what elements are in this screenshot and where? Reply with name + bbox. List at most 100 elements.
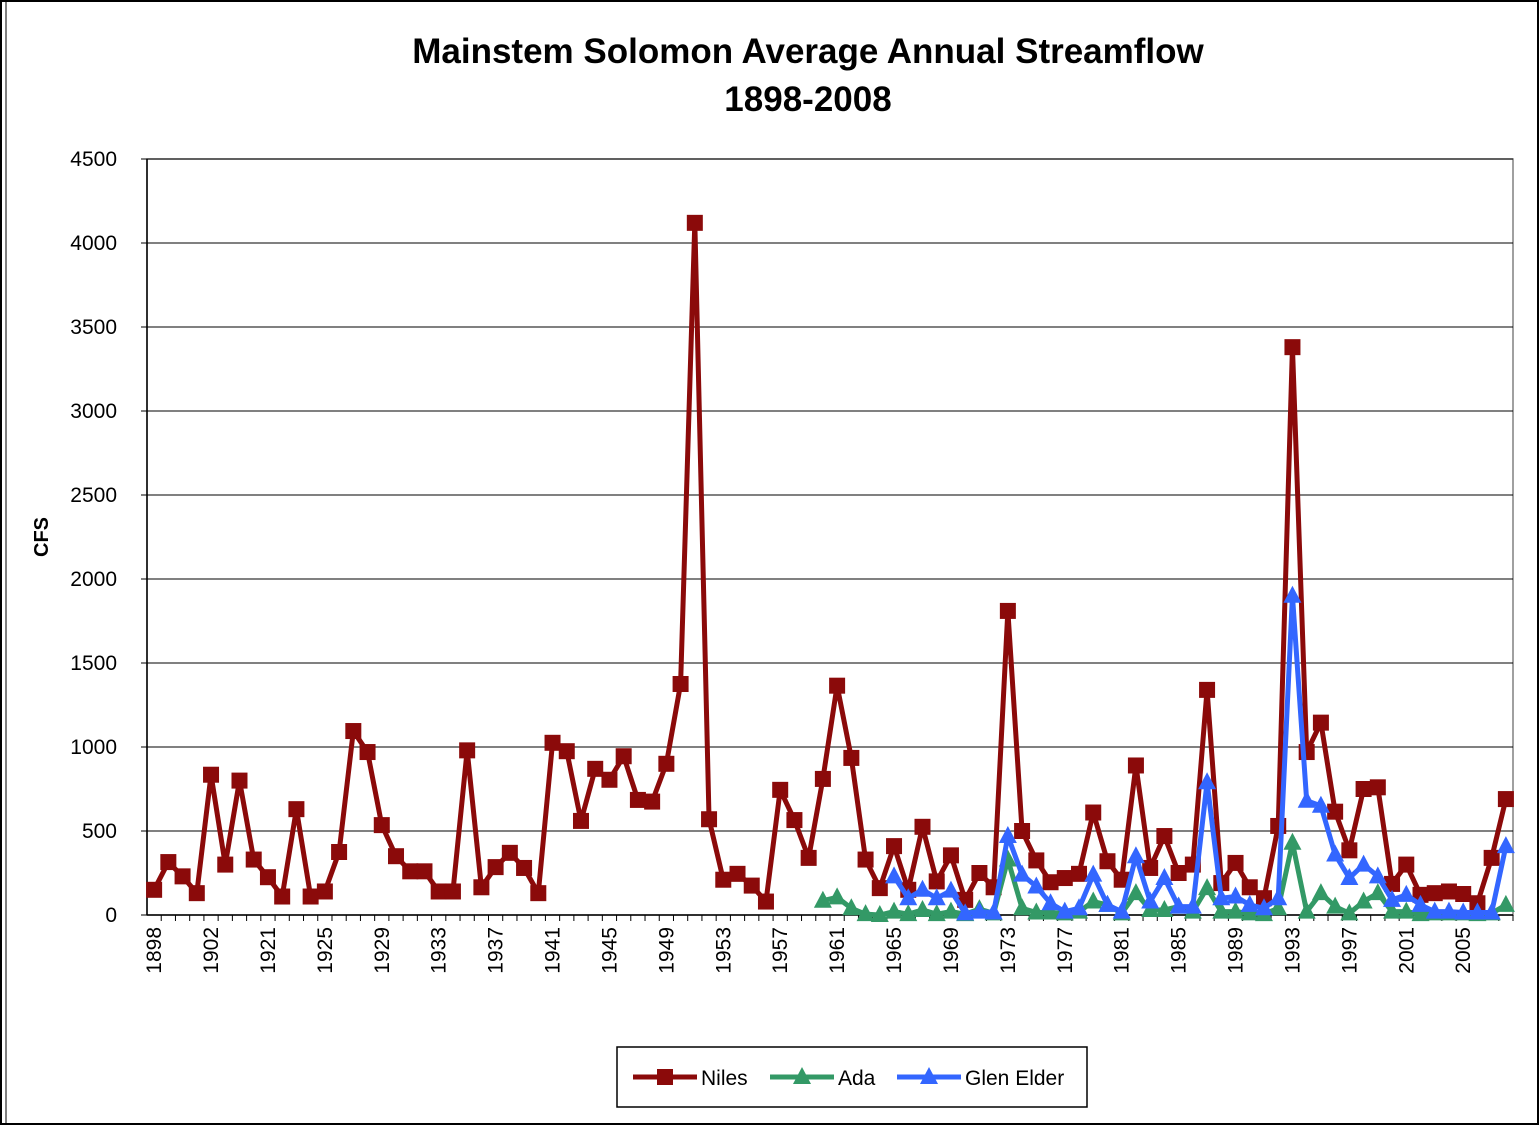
x-tick-label: 1933 (428, 927, 451, 974)
legend-label: Ada (838, 1067, 876, 1090)
data-point (1027, 902, 1046, 920)
data-point (970, 901, 989, 919)
data-point (1397, 884, 1416, 902)
data-point (1226, 886, 1245, 904)
legend-label: Niles (701, 1067, 748, 1090)
data-point (1226, 901, 1245, 919)
data-point (899, 904, 918, 922)
data-point (772, 781, 789, 798)
data-point (259, 869, 276, 886)
series-line (151, 220, 1509, 906)
data-point (1397, 901, 1416, 919)
x-tick-label: 1997 (1338, 927, 1361, 974)
data-point (1099, 853, 1116, 870)
data-point (1455, 886, 1472, 902)
data-point (1098, 894, 1117, 912)
data-point (743, 877, 760, 894)
data-point (1326, 844, 1345, 862)
data-point (701, 811, 718, 828)
data-point (1483, 849, 1500, 866)
data-point (359, 744, 376, 761)
data-point (1327, 803, 1344, 820)
data-point (174, 868, 191, 885)
x-tick-label: 1929 (371, 927, 394, 974)
data-point (942, 847, 959, 864)
x-tick-label: 1953 (712, 927, 735, 974)
data-point (629, 791, 646, 808)
data-point (1013, 864, 1032, 882)
data-point (1426, 885, 1443, 902)
data-point (416, 863, 433, 880)
x-tick-label: 1989 (1225, 927, 1248, 974)
data-point (245, 851, 262, 868)
data-point (928, 873, 945, 890)
data-point (829, 677, 846, 694)
data-point (1042, 874, 1059, 891)
data-point (715, 871, 732, 888)
y-tick-label: 1500 (70, 652, 117, 675)
data-point (814, 770, 831, 787)
data-point (444, 883, 461, 900)
data-point (316, 883, 333, 900)
data-point (1199, 681, 1216, 698)
data-point (1227, 854, 1244, 871)
x-tick-label: 1898 (143, 927, 166, 974)
data-point (302, 888, 319, 905)
data-point (1496, 894, 1515, 912)
data-point (686, 214, 703, 231)
data-point (1425, 901, 1444, 919)
data-point (886, 838, 903, 855)
data-point (558, 743, 575, 760)
data-point (1041, 902, 1060, 920)
data-point (1155, 868, 1174, 886)
data-point (473, 879, 490, 896)
data-point (1269, 888, 1288, 906)
data-point (1240, 894, 1259, 912)
data-point (1341, 842, 1358, 859)
data-point (1126, 883, 1145, 901)
data-point (1241, 879, 1258, 896)
data-point (813, 890, 832, 908)
data-point (899, 888, 918, 906)
data-point (1340, 868, 1359, 886)
y-axis-label: CFS (31, 517, 53, 557)
data-point (984, 902, 1003, 920)
data-point (1141, 891, 1160, 909)
data-point (885, 901, 904, 919)
data-point (1269, 898, 1288, 916)
data-point (1297, 790, 1316, 808)
x-tick-label: 1941 (542, 927, 565, 974)
data-point (998, 826, 1017, 844)
x-tick-label: 1977 (1054, 927, 1077, 974)
data-point (1198, 772, 1217, 790)
legend-marker (920, 1067, 938, 1084)
data-point (1254, 898, 1273, 916)
x-tick-label: 1957 (769, 927, 792, 974)
data-point (231, 772, 248, 789)
data-point (927, 904, 946, 922)
y-tick-label: 2500 (70, 484, 117, 507)
data-point (587, 760, 604, 777)
data-point (1368, 883, 1387, 901)
data-point (572, 812, 589, 829)
data-point (842, 898, 861, 916)
data-point (1311, 883, 1330, 901)
data-point (1127, 757, 1144, 774)
data-point (644, 793, 661, 810)
data-point (956, 903, 975, 921)
data-point (871, 880, 888, 897)
data-point (331, 844, 348, 860)
data-point (203, 766, 220, 783)
data-point (800, 849, 817, 866)
x-tick-label: 2001 (1395, 927, 1418, 974)
data-point (913, 899, 932, 917)
y-tick-label: 500 (82, 820, 117, 843)
data-point (1411, 894, 1430, 912)
data-point (530, 885, 547, 902)
data-point (1041, 893, 1060, 911)
data-point (1311, 795, 1330, 813)
data-point (1326, 896, 1345, 914)
data-point (914, 818, 931, 835)
x-tick-label: 1981 (1111, 927, 1134, 974)
